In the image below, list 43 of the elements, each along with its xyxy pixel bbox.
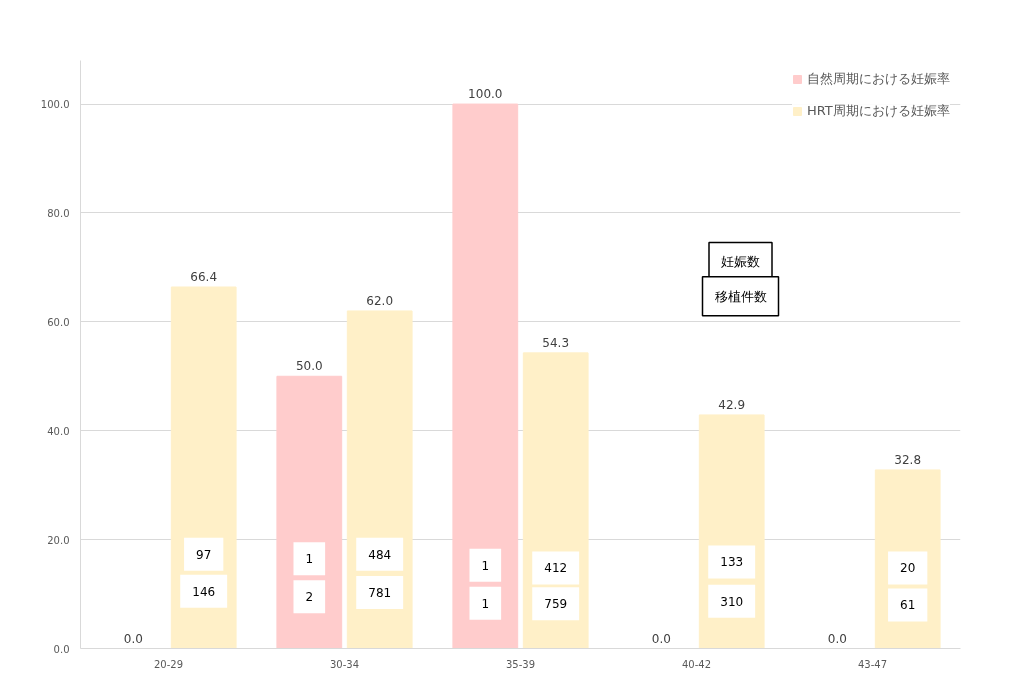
legend-label: 自然周期における妊娠率 [807,70,950,88]
data-label: 42.9 [718,397,746,412]
x-tick-label: 40-42 [681,658,712,670]
annotation: 484 [368,547,392,562]
data-label: 32.8 [894,452,922,467]
y-tick-label: 60.0 [47,316,70,328]
bar [276,375,343,649]
y-tick-label: 40.0 [47,425,70,437]
x-tick-label: 30-34 [329,658,360,670]
data-label: 0.0 [651,631,671,646]
legend-label: HRT周期における妊娠率 [807,102,950,120]
y-tick-label: 100.0 [40,99,70,111]
data-label: 100.0 [468,87,503,102]
y-tick-label: 0.0 [53,643,70,655]
annotation: 2 [305,590,314,605]
annotation: 97 [196,547,212,562]
data-label: 62.0 [366,293,394,308]
x-tick-label: 35-39 [505,658,536,670]
data-label: 50.0 [295,359,323,374]
annotation: 146 [192,584,216,599]
y-tick-label: 80.0 [47,207,70,219]
annotation: 1 [481,596,490,611]
bar [452,103,519,649]
data-label: 0.0 [827,631,847,646]
annotation: 61 [900,598,916,613]
annotation: 1 [305,552,314,567]
annotation: 133 [720,555,744,570]
bar [170,286,237,649]
data-label: 66.4 [190,269,218,284]
x-tick-label: 20-29 [153,658,184,670]
annotation: 移植件数 [714,288,767,304]
data-label: 54.3 [542,335,570,350]
annotation: 759 [544,597,568,612]
annotation: 1 [481,558,490,573]
annotation: 310 [720,594,744,609]
annotation: 20 [900,561,916,576]
bar [346,310,413,649]
y-tick-label: 20.0 [47,534,70,546]
annotation: 412 [544,561,568,576]
x-tick-label: 43-47 [857,658,888,670]
annotation: 妊娠数 [721,254,760,270]
data-label: 0.0 [123,631,143,646]
annotation: 781 [368,585,392,600]
